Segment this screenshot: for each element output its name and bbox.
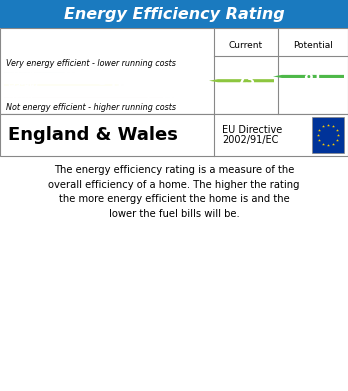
Text: (92-100): (92-100) — [7, 68, 44, 77]
Text: G: G — [161, 91, 172, 105]
Text: (39-54): (39-54) — [7, 85, 38, 94]
Polygon shape — [273, 75, 344, 78]
Bar — [0, 28, 348, 114]
Text: E: E — [129, 82, 139, 96]
Text: (21-38): (21-38) — [7, 89, 38, 98]
Text: (1-20): (1-20) — [7, 93, 33, 102]
Bar — [0, 114, 348, 156]
Text: B: B — [79, 70, 89, 83]
Text: Not energy efficient - higher running costs: Not energy efficient - higher running co… — [6, 102, 176, 111]
Text: 2002/91/EC: 2002/91/EC — [222, 135, 278, 145]
Text: Very energy efficient - lower running costs: Very energy efficient - lower running co… — [6, 59, 176, 68]
Bar — [312, 117, 344, 153]
Text: (55-68): (55-68) — [7, 81, 38, 90]
Text: (81-91): (81-91) — [7, 72, 38, 81]
Text: EU Directive: EU Directive — [222, 125, 282, 135]
Text: Current: Current — [229, 41, 263, 50]
Text: Energy Efficiency Rating: Energy Efficiency Rating — [64, 7, 284, 22]
Text: F: F — [145, 86, 155, 100]
Bar — [0, 0, 348, 28]
Text: Potential: Potential — [293, 41, 333, 50]
Text: C: C — [96, 74, 106, 88]
Text: England & Wales: England & Wales — [8, 126, 178, 144]
Text: 81: 81 — [303, 70, 323, 83]
Text: (69-80): (69-80) — [7, 76, 38, 85]
Polygon shape — [209, 79, 274, 82]
Text: D: D — [111, 78, 122, 92]
Text: A: A — [62, 65, 73, 79]
Text: The energy efficiency rating is a measure of the
overall efficiency of a home. T: The energy efficiency rating is a measur… — [48, 165, 300, 219]
Text: 73: 73 — [236, 74, 256, 88]
